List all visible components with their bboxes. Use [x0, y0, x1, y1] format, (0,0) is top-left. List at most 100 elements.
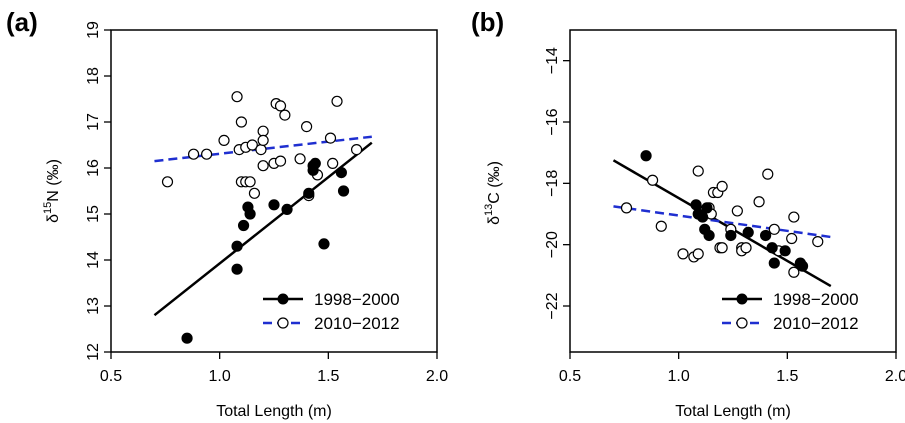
panel-b-point-open [788, 211, 800, 223]
panel-a-legend-label-2: 2010−2012 [314, 314, 400, 333]
panel-b-y-axis-title: δ13C (‰) [483, 161, 503, 225]
panel-b-point-filled [690, 199, 702, 211]
panel-a-y-tick-label: 12 [85, 343, 102, 361]
panel-a-y-axis-title: δ15N (‰) [42, 159, 62, 223]
panel-b-point-open [655, 220, 667, 232]
panel-b-point-filled [759, 229, 772, 242]
panel-b-legend: 1998−2000 2010−2012 [722, 290, 859, 333]
panel-a-point-open [257, 134, 269, 146]
panel-b-legend-label-1: 1998−2000 [773, 290, 859, 309]
panel-b-point-filled [779, 245, 791, 257]
panel-b-legend-label-2: 2010−2012 [773, 314, 859, 333]
panel-b-fit-line-dashed [613, 205, 831, 239]
panel-a-point-filled [335, 167, 347, 179]
panel-b: (b) 0.5 1.0 1.5 2.0 −22 −20 −18 −16 −14 Total L… [471, 7, 905, 420]
panel-b-point-filled [701, 202, 713, 214]
panel-a-plot-box [110, 29, 438, 353]
panel-a-legend: 1998−2000 2010−2012 [263, 290, 400, 333]
panel-b-point-open [788, 266, 800, 278]
panel-a-y-tick-label: 14 [85, 251, 102, 269]
panel-a-label: (a) [6, 7, 38, 37]
panel-b-label: (b) [471, 7, 504, 37]
panel-b-x-tick-label: 0.5 [559, 368, 581, 385]
panel-a-y-tick-label: 18 [85, 67, 102, 85]
panel-a-point-open [294, 153, 306, 165]
panel-a-point-filled [231, 240, 243, 252]
panel-a-point-open [246, 139, 258, 151]
panel-a-x-tick-label: 1.5 [317, 368, 339, 385]
panel-a-x-tick-label: 2.0 [426, 368, 448, 385]
panel-a-point-open [257, 160, 269, 172]
panel-a-point-filled [231, 263, 243, 275]
panel-a-y-tick-label: 17 [85, 113, 102, 131]
panel-a-point-filled [237, 219, 250, 232]
panel-a-y-tick-label: 19 [85, 21, 102, 39]
panel-a-x-tick-label: 1.0 [209, 368, 231, 385]
panel-b-point-filled [703, 229, 715, 242]
panel-a-point-open [231, 91, 243, 103]
panel-b-x-axis-title: Total Length (m) [675, 403, 791, 420]
panel-b-point-open [692, 248, 704, 260]
panel-b-y-axis-title-suffix: C (‰) [486, 161, 503, 204]
panel-b-point-open [716, 242, 728, 254]
panel-b-plot-box [569, 29, 897, 353]
panel-a-point-filled [303, 187, 315, 199]
panel-b-y-axis-title-superscript: 13 [483, 204, 495, 216]
panel-a-point-filled [181, 332, 193, 344]
panel-b-point-open [646, 174, 659, 186]
panel-a-point-open [279, 109, 291, 121]
panel-a-legend-marker-open [277, 317, 289, 329]
panel-a-point-open [327, 157, 339, 169]
panel-a-x-axis-title: Total Length (m) [216, 403, 332, 420]
panel-a-fit-line-solid [153, 141, 373, 317]
panel-b-point-filled [640, 150, 652, 162]
panel-b-point-filled [796, 260, 809, 272]
panel-b-point-filled [766, 242, 778, 254]
panel-b-point-open [731, 205, 743, 217]
panel-a-point-filled [268, 199, 280, 211]
panel-a-legend-label-1: 1998−2000 [314, 290, 400, 309]
panel-b-point-filled [696, 211, 709, 223]
panel-a-point-open [248, 187, 261, 199]
panel-b-point-open [692, 165, 704, 177]
panel-b-point-open [786, 232, 798, 245]
panel-b-point-open [620, 202, 633, 214]
panel-a-point-open [301, 120, 313, 133]
panel-b-y-axis-title-prefix: δ [486, 216, 503, 225]
panel-a-point-open [235, 116, 247, 128]
panel-b-point-open [716, 180, 728, 192]
panel-a-legend-marker-filled [277, 293, 289, 305]
panel-b-y-tick-label: −18 [544, 170, 561, 197]
panel-a-point-filled [318, 238, 330, 250]
panel-a-point-open [218, 134, 230, 146]
panel-b-point-open [812, 236, 824, 248]
panel-b-legend-marker-filled [736, 293, 748, 305]
panel-b-point-open [740, 242, 752, 254]
panel-a-point-open [187, 148, 200, 160]
panel-a-point-open [274, 155, 287, 167]
panel-b-y-tick-label: −20 [544, 231, 561, 258]
panel-b-y-tick-label: −16 [544, 108, 561, 135]
panel-a-point-open [331, 95, 343, 107]
panel-a-point-filled [309, 157, 321, 169]
panel-a-point-open [324, 132, 337, 144]
panel-b-point-open [677, 248, 689, 260]
panel-a-y-axis-title-suffix: N (‰) [45, 159, 62, 202]
panel-a-point-open [244, 176, 256, 188]
panel-b-legend-marker-open [736, 317, 748, 329]
panel-b-point-open [762, 168, 774, 180]
panel-a-point-open [274, 100, 287, 112]
panel-a-point-open [161, 176, 174, 188]
panel-a-y-tick-label: 13 [85, 297, 102, 315]
panel-a-point-open [255, 144, 267, 156]
panel-b-point-filled [742, 226, 754, 238]
panel-a-y-tick-label: 15 [85, 205, 102, 223]
panel-b-x-tick-label: 2.0 [885, 368, 905, 385]
panel-a-point-open [257, 125, 269, 137]
panel-b-x-tick-label: 1.5 [776, 368, 798, 385]
panel-b-point-filled [768, 257, 780, 269]
panel-b-x-tick-label: 1.0 [668, 368, 690, 385]
panel-a-x-tick-label: 0.5 [100, 368, 122, 385]
panel-a-point-filled [244, 208, 256, 220]
